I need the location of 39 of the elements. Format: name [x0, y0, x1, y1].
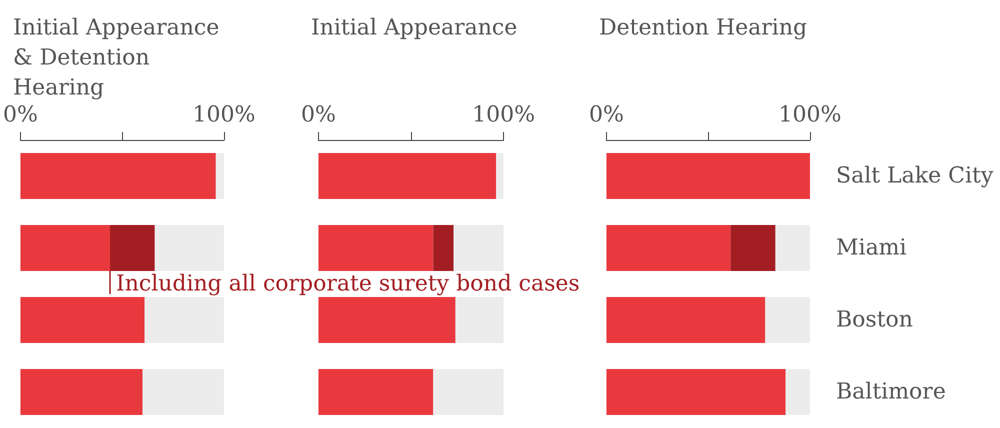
bar	[216, 153, 224, 199]
chart-title: Detention Hearing	[599, 16, 808, 40]
bar	[144, 297, 224, 343]
bar	[606, 153, 810, 199]
y-tick-label: Salt Lake City	[836, 164, 994, 188]
chart-title: Initial Appearance	[311, 16, 518, 40]
bar	[606, 225, 731, 271]
bar	[318, 369, 434, 415]
y-tick-label: Miami	[836, 236, 907, 260]
y-tick-label: Baltimore	[836, 380, 946, 404]
bar	[318, 153, 496, 199]
bar	[496, 153, 504, 199]
bar	[606, 369, 786, 415]
bar	[154, 225, 224, 271]
x-tick-label: 0%	[301, 102, 336, 128]
bar	[318, 297, 456, 343]
bar	[142, 369, 224, 415]
bar	[433, 369, 504, 415]
x-tick-label: 100%	[192, 102, 256, 128]
bar	[454, 225, 504, 271]
x-tick-label: 0%	[589, 102, 624, 128]
bar	[318, 225, 434, 271]
bar	[20, 225, 110, 271]
bar	[20, 369, 143, 415]
bar	[786, 369, 810, 415]
x-tick-label: 100%	[778, 102, 842, 128]
bar	[20, 297, 145, 343]
annotation: Including all corporate surety bond cases	[116, 272, 580, 296]
bar	[730, 225, 776, 271]
bar	[775, 225, 810, 271]
bar	[455, 297, 504, 343]
bar	[433, 225, 454, 271]
bar	[765, 297, 810, 343]
x-tick-label: 0%	[3, 102, 38, 128]
bar	[606, 297, 766, 343]
bar	[20, 153, 216, 199]
x-tick-label: 100%	[472, 102, 536, 128]
y-tick-label: Boston	[836, 308, 913, 332]
chart-title: Initial Appearance & Detention Hearing	[13, 16, 226, 100]
